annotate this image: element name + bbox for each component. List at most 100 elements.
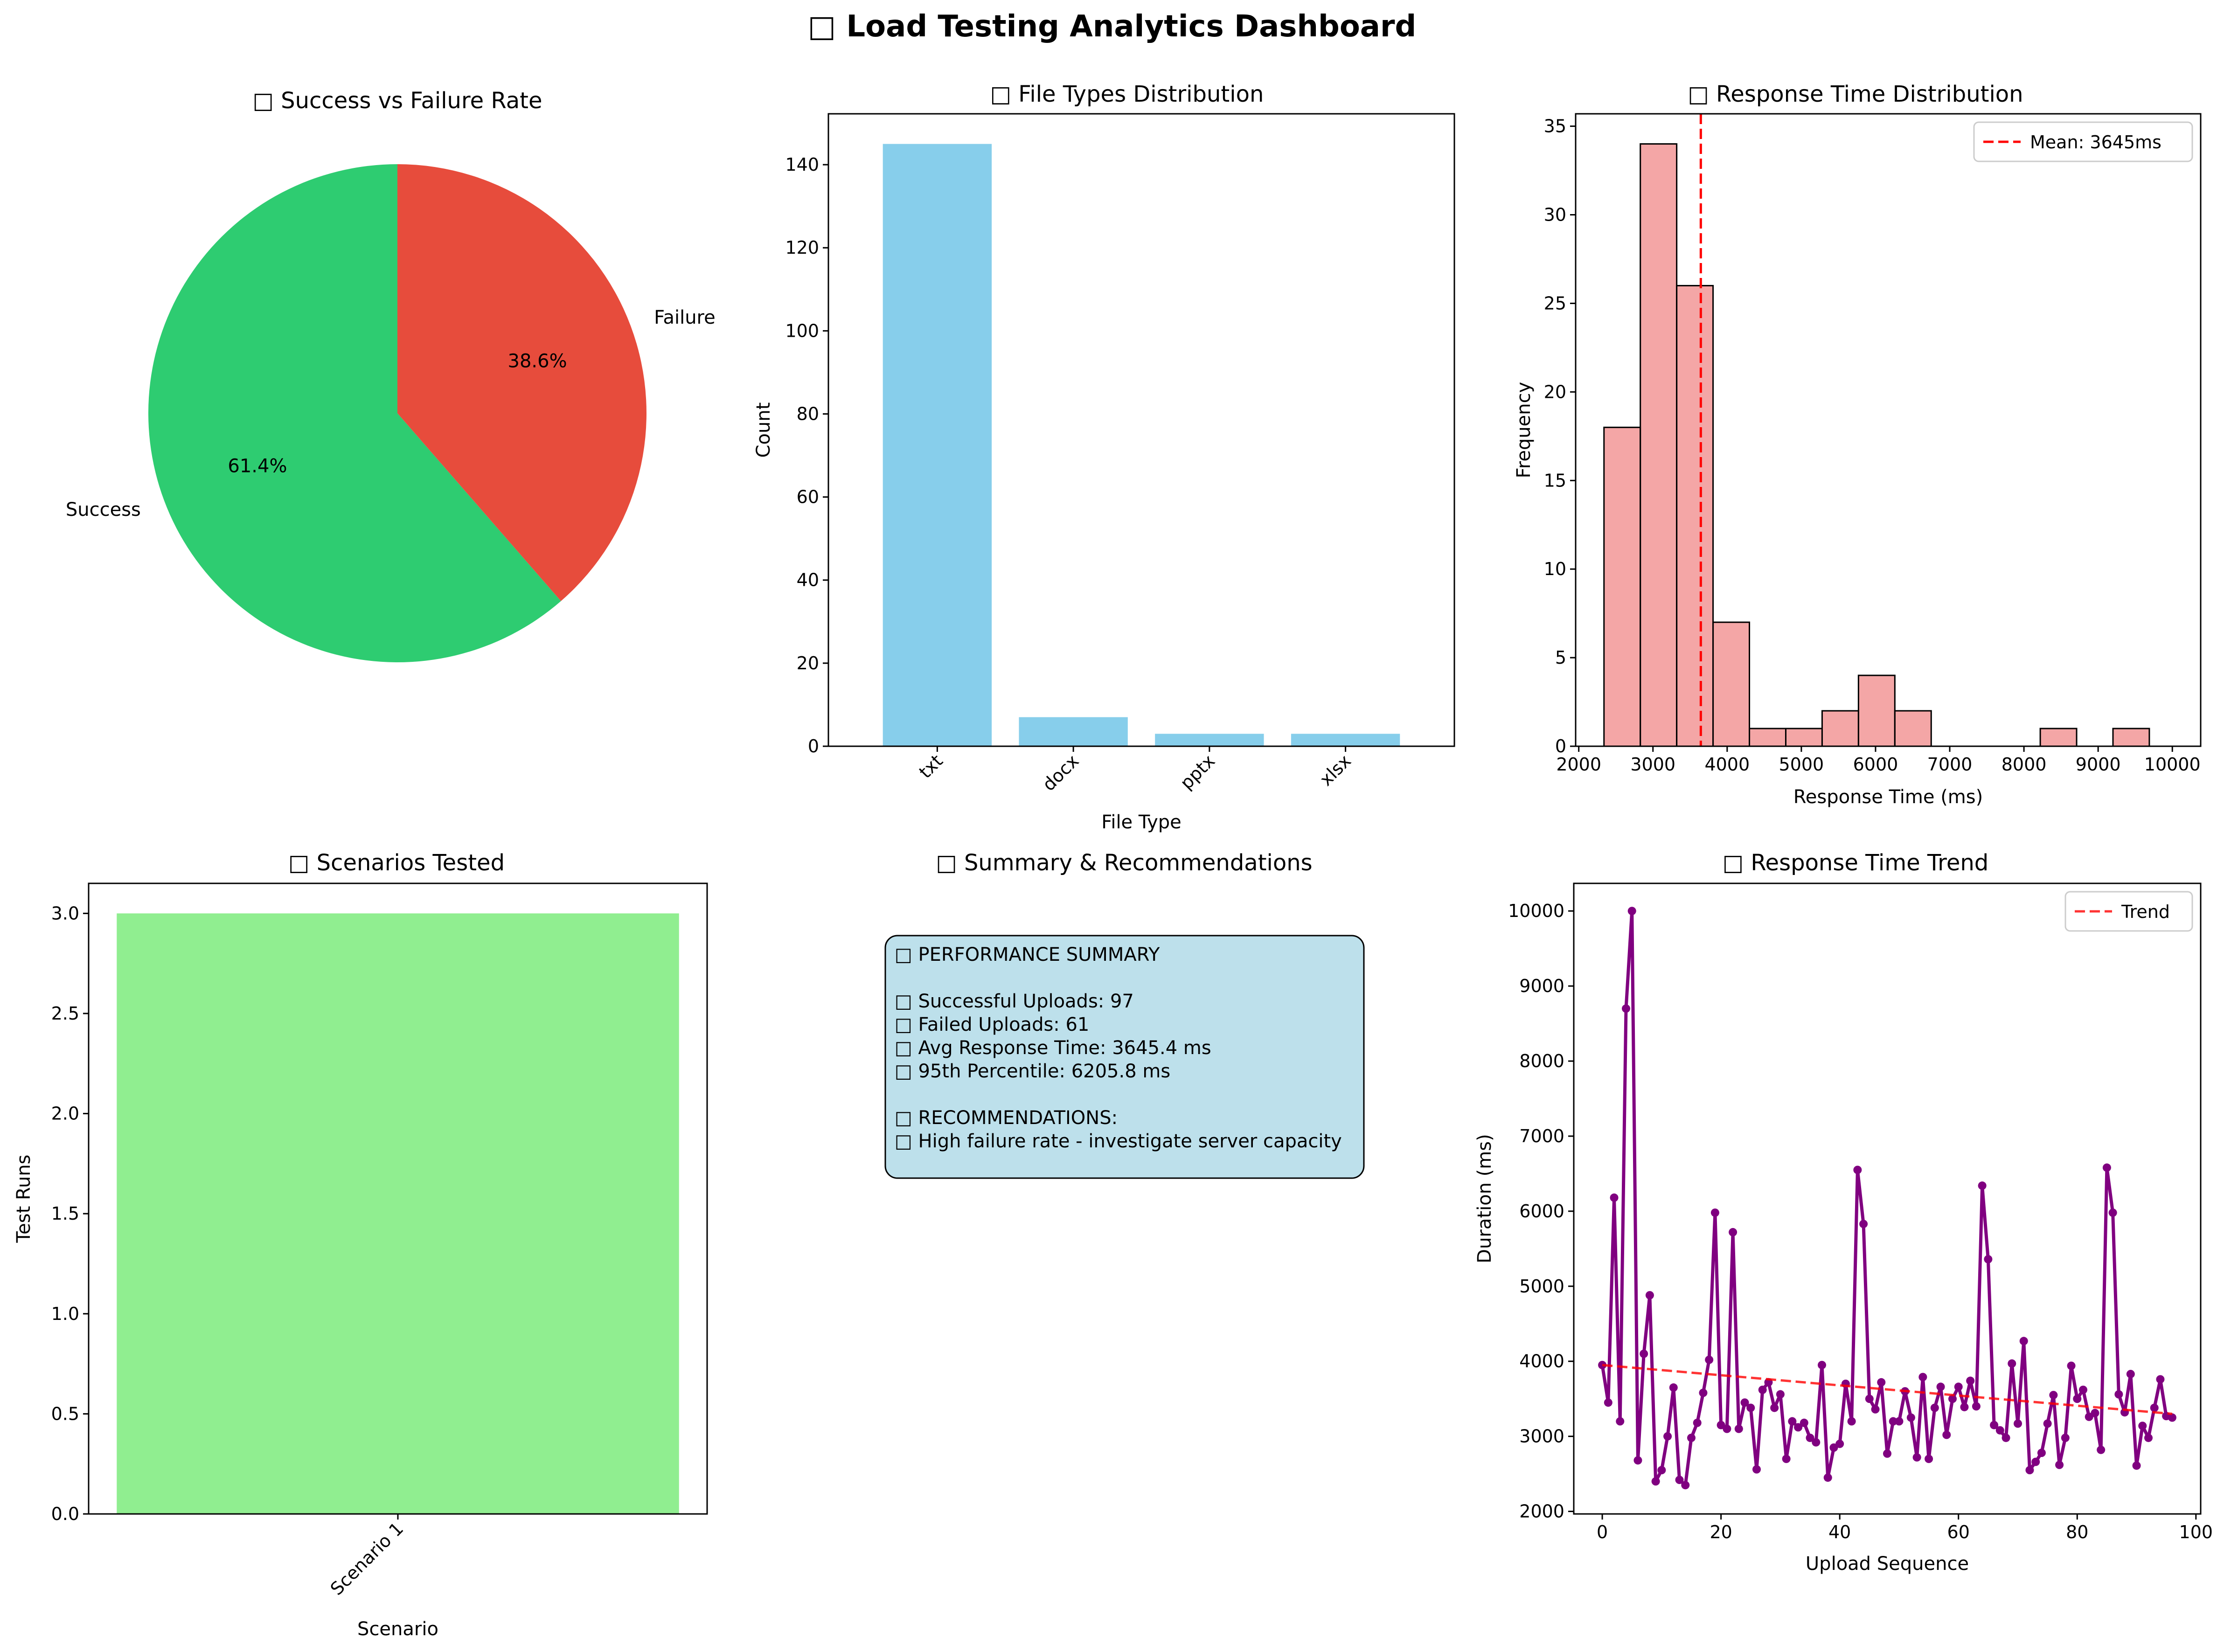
summary-panel: □ Summary & Recommendations □ PERFORMANC… [884,850,1365,1179]
x-tick-label: 100 [2179,1522,2213,1542]
histogram-bar [1712,621,1751,747]
y-tick-label: 4000 [1519,1351,1564,1372]
y-tick-label: 80 [797,403,819,424]
x-tick-label: 20 [1710,1522,1732,1542]
duration-point [1699,1388,1708,1397]
summary-line: □ 95th Percentile: 6205.8 ms [895,1061,1170,1082]
duration-point [2049,1391,2058,1400]
y-tick-label: 6000 [1519,1201,1564,1222]
y-tick-label: 30 [1544,205,1566,225]
pie-slice-failure [397,164,646,601]
trend-line [1602,1364,2173,1415]
y-tick-label: 60 [797,487,819,507]
duration-point [1705,1355,1714,1364]
y-axis-label: Frequency [1513,382,1535,479]
y-tick-label: 140 [785,154,819,175]
histogram-bar [1676,285,1714,747]
x-tick-label: Scenario 1 [327,1518,408,1599]
y-tick-label: 20 [797,653,819,673]
histogram-bar [1857,674,1896,747]
duration-point [1687,1433,1696,1442]
duration-point [1954,1382,1963,1391]
duration-point [1871,1405,1880,1414]
summary-line: □ Successful Uploads: 97 [895,991,1134,1012]
duration-point [2037,1449,2046,1458]
x-tick-label: 7000 [1927,754,1973,775]
y-tick-label: 5 [1555,647,1566,668]
file-types-bar-chart: □ File Types Distribution 0 20 40 60 80 100 12… [753,81,1455,833]
x-axis-label: File Type [1101,812,1182,833]
x-tick-label: 10000 [2144,754,2201,775]
pie-percent-label: 61.4% [228,455,287,477]
duration-point [1782,1454,1791,1463]
histogram-bar [1785,728,1823,747]
duration-point [1859,1220,1868,1229]
response-time-histogram: □ Response Time Distribution 0 5 10 15 20 25 3… [1513,81,2202,808]
duration-point [1788,1417,1797,1426]
duration-point [2156,1375,2165,1384]
x-axis-label: Scenario [357,1618,438,1640]
x-tick-label: 0 [1597,1522,1608,1542]
bar-scenario-1 [117,913,679,1514]
duration-point [1710,1208,1719,1217]
y-axis-label: Duration (ms) [1474,1134,1495,1263]
legend-mean-label: Mean: 3645ms [2030,132,2161,153]
duration-point [2132,1461,2141,1470]
y-tick-label: 0.5 [51,1403,79,1424]
response-time-trend-chart: □ Response Time Trend 2000 3000 4000 5000 60… [1474,850,2213,1575]
duration-point [2150,1403,2159,1412]
duration-point [1818,1360,1826,1369]
duration-point [1895,1417,1904,1426]
duration-point [1930,1403,1939,1412]
duration-point [1812,1438,1821,1447]
x-tick-label: 5000 [1779,754,1824,775]
duration-point [1794,1423,1803,1432]
histogram-bar [1894,710,1932,747]
y-tick-label: 5000 [1519,1276,1564,1297]
histogram-legend: Mean: 3645ms [1973,121,2193,162]
y-tick-label: 2.5 [51,1003,79,1024]
bar-txt [883,144,992,747]
y-tick-label: 15 [1544,470,1566,491]
duration-point [2043,1419,2052,1428]
duration-point [1877,1378,1886,1387]
duration-point [1972,1402,1981,1411]
y-tick-label: 0 [1555,736,1566,757]
duration-point [1610,1193,1619,1202]
duration-point [1640,1349,1648,1358]
y-tick-label: 40 [797,570,819,590]
duration-point [2031,1458,2040,1466]
x-tick-label: 4000 [1704,754,1750,775]
y-tick-label: 10 [1544,559,1566,579]
duration-point [1693,1418,1702,1427]
y-tick-label: 1.0 [51,1304,79,1324]
y-axis-label: Count [753,403,774,458]
y-tick-label: 9000 [1519,976,1564,996]
duration-point [1746,1403,1755,1412]
duration-point [1657,1466,1666,1475]
histogram-bar [2112,728,2150,747]
duration-point [2138,1422,2147,1430]
bar-pptx [1155,734,1264,746]
y-tick-label: 0 [808,736,819,757]
pie-label: Success [66,499,141,521]
duration-point [1995,1426,2004,1435]
duration-point [1906,1413,1915,1422]
pie-label: Failure [654,307,716,328]
duration-point [2061,1433,2070,1442]
x-tick-label: 8000 [2002,754,2047,775]
duration-point [1776,1390,1785,1399]
duration-point [1622,1004,1630,1013]
scenarios-title: □ Scenarios Tested [288,850,505,876]
y-tick-label: 120 [785,237,819,258]
trend-axes-frame [1573,882,2202,1515]
scenarios-bar-chart: □ Scenarios Tested 0.0 0.5 1.0 1.5 2.0 2.5 3.0… [13,850,708,1640]
x-tick-label: 3000 [1630,754,1675,775]
duration-point [2025,1466,2034,1475]
duration-point [1823,1473,1832,1482]
legend-box [1973,121,2193,162]
duration-point [1740,1398,1749,1407]
duration-line [1600,909,2173,1487]
duration-point [2079,1385,2087,1394]
duration-point [1918,1373,1927,1381]
